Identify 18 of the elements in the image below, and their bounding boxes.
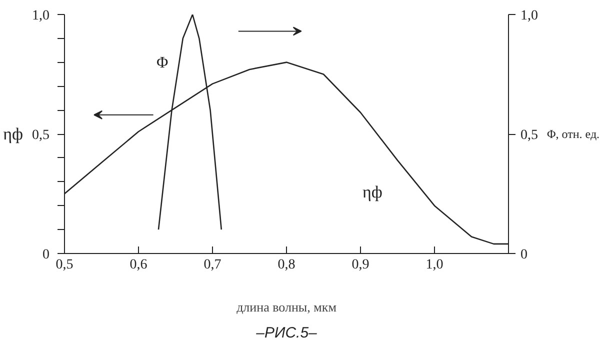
x-tick-label: 1,0 [426, 258, 444, 272]
annotation: Φ [156, 54, 168, 72]
x-tick-label: 0,6 [130, 258, 148, 272]
text: –РИС.5– [255, 324, 318, 342]
annotation: ηф [362, 182, 382, 202]
x-tick-label: 0,7 [204, 258, 222, 272]
y2-tick-label: 1,0 [520, 8, 538, 24]
y-tick-label: 0,5 [32, 128, 50, 143]
x-tick-label: 0,8 [278, 258, 296, 272]
y-axis-title: ηф [3, 124, 23, 144]
y2-tick-label: 0,5 [520, 128, 538, 143]
y-tick-label: 0 [42, 248, 50, 262]
x-axis-title: длина волны, мкм [236, 300, 336, 314]
y-tick-label: 1,0 [32, 8, 50, 24]
x-tick-label: 0,5 [56, 258, 74, 272]
y2-axis-title: Φ, отн. ед. [547, 127, 600, 141]
y2-tick-label: 0 [520, 248, 528, 262]
x-tick-label: 0,9 [352, 258, 370, 272]
